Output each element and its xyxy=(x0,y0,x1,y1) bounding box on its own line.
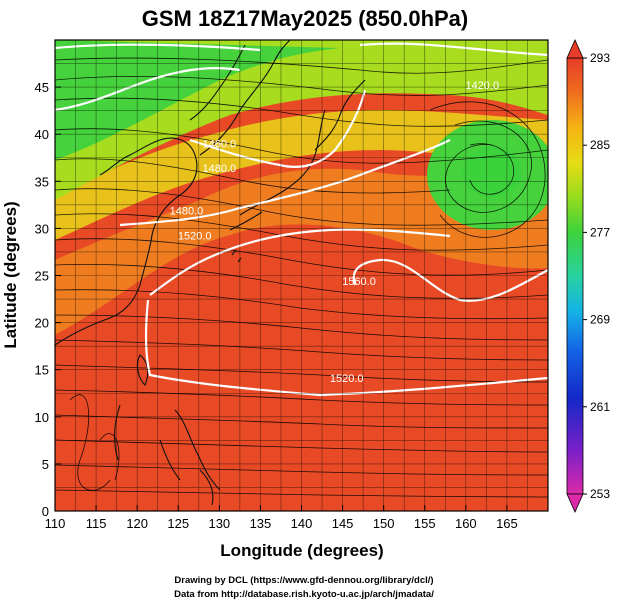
contour-label: 1420.0 xyxy=(465,80,499,92)
x-tick-label: 130 xyxy=(208,516,230,531)
coastlines xyxy=(55,40,366,506)
contour-labels: 1420.0 1460.0 1480.0 1480.0 1520.0 1560.0 1520… xyxy=(170,80,499,385)
y-tick-label: 40 xyxy=(35,127,49,142)
y-tick-label: 10 xyxy=(35,410,49,425)
x-tick-label: 120 xyxy=(126,516,148,531)
colorbar-ticks: 293 285 277 269 261 253 xyxy=(583,51,610,501)
x-tick-label: 115 xyxy=(86,516,107,531)
x-axis-label: Longitude (degrees) xyxy=(220,541,383,560)
x-tick-label: 140 xyxy=(291,516,313,531)
contour-label: 1520.0 xyxy=(330,373,364,385)
y-tick-label: 25 xyxy=(35,269,49,284)
x-tick-label: 160 xyxy=(455,516,477,531)
colorbar-tick-label: 261 xyxy=(590,400,610,414)
colorbar-max-arrow xyxy=(566,39,584,59)
contour-label: 1460.0 xyxy=(203,138,237,150)
colorbar-tick-label: 285 xyxy=(590,138,610,152)
y-tick-label: 15 xyxy=(35,363,49,378)
y-tick-label: 35 xyxy=(35,174,49,189)
colorbar-min-arrow xyxy=(566,493,584,513)
colorbar-tick-label: 253 xyxy=(590,487,610,501)
contour-1520-north xyxy=(149,228,451,296)
contour-label: 1480.0 xyxy=(203,163,237,175)
x-tick-label: 150 xyxy=(373,516,395,531)
colorbar-tick-label: 269 xyxy=(590,313,610,327)
x-tick-label: 135 xyxy=(250,516,272,531)
temperature-field-cool-band xyxy=(55,40,340,160)
colorbar: 293 285 277 269 261 253 xyxy=(566,39,610,513)
contour-1420 xyxy=(55,42,548,57)
plot-area: 1420.0 1460.0 1480.0 1480.0 1520.0 1560.0 1520… xyxy=(55,40,548,511)
credit-data-source: Data from http://database.rish.kyoto-u.a… xyxy=(174,589,434,600)
x-axis-ticks: 110 115 120 125 130 135 140 145 150 155 160 165 xyxy=(45,505,518,531)
y-axis-ticks: 0 5 10 15 20 25 30 35 40 45 xyxy=(35,80,61,519)
colorbar-tick-label: 277 xyxy=(590,225,610,239)
streamlines xyxy=(55,57,548,498)
y-tick-label: 0 xyxy=(42,504,49,519)
map-title: GSM 18Z17May2025 (850.0hPa) xyxy=(142,6,469,31)
colorbar-tick-label: 293 xyxy=(590,51,610,65)
y-tick-label: 45 xyxy=(35,80,49,95)
x-tick-label: 110 xyxy=(45,516,66,531)
x-tick-label: 165 xyxy=(496,516,518,531)
x-tick-label: 145 xyxy=(332,516,354,531)
contour-label: 1560.0 xyxy=(342,276,376,288)
y-axis-label: Latitude (degrees) xyxy=(1,201,20,348)
graticule xyxy=(55,40,548,511)
contour-1440 xyxy=(55,66,241,112)
contour-1560 xyxy=(352,258,548,302)
contour-1520-south xyxy=(144,299,548,397)
colorbar-fill xyxy=(566,57,584,495)
y-tick-label: 20 xyxy=(35,316,49,331)
credit-drawing: Drawing by DCL (https://www.gfd-dennou.o… xyxy=(174,575,433,586)
contour-label: 1480.0 xyxy=(170,205,204,217)
x-tick-label: 125 xyxy=(167,516,189,531)
y-tick-label: 30 xyxy=(35,221,49,236)
y-tick-label: 5 xyxy=(42,457,49,472)
contour-1460 xyxy=(189,89,367,168)
x-tick-label: 155 xyxy=(414,516,436,531)
contour-label: 1520.0 xyxy=(178,231,212,243)
